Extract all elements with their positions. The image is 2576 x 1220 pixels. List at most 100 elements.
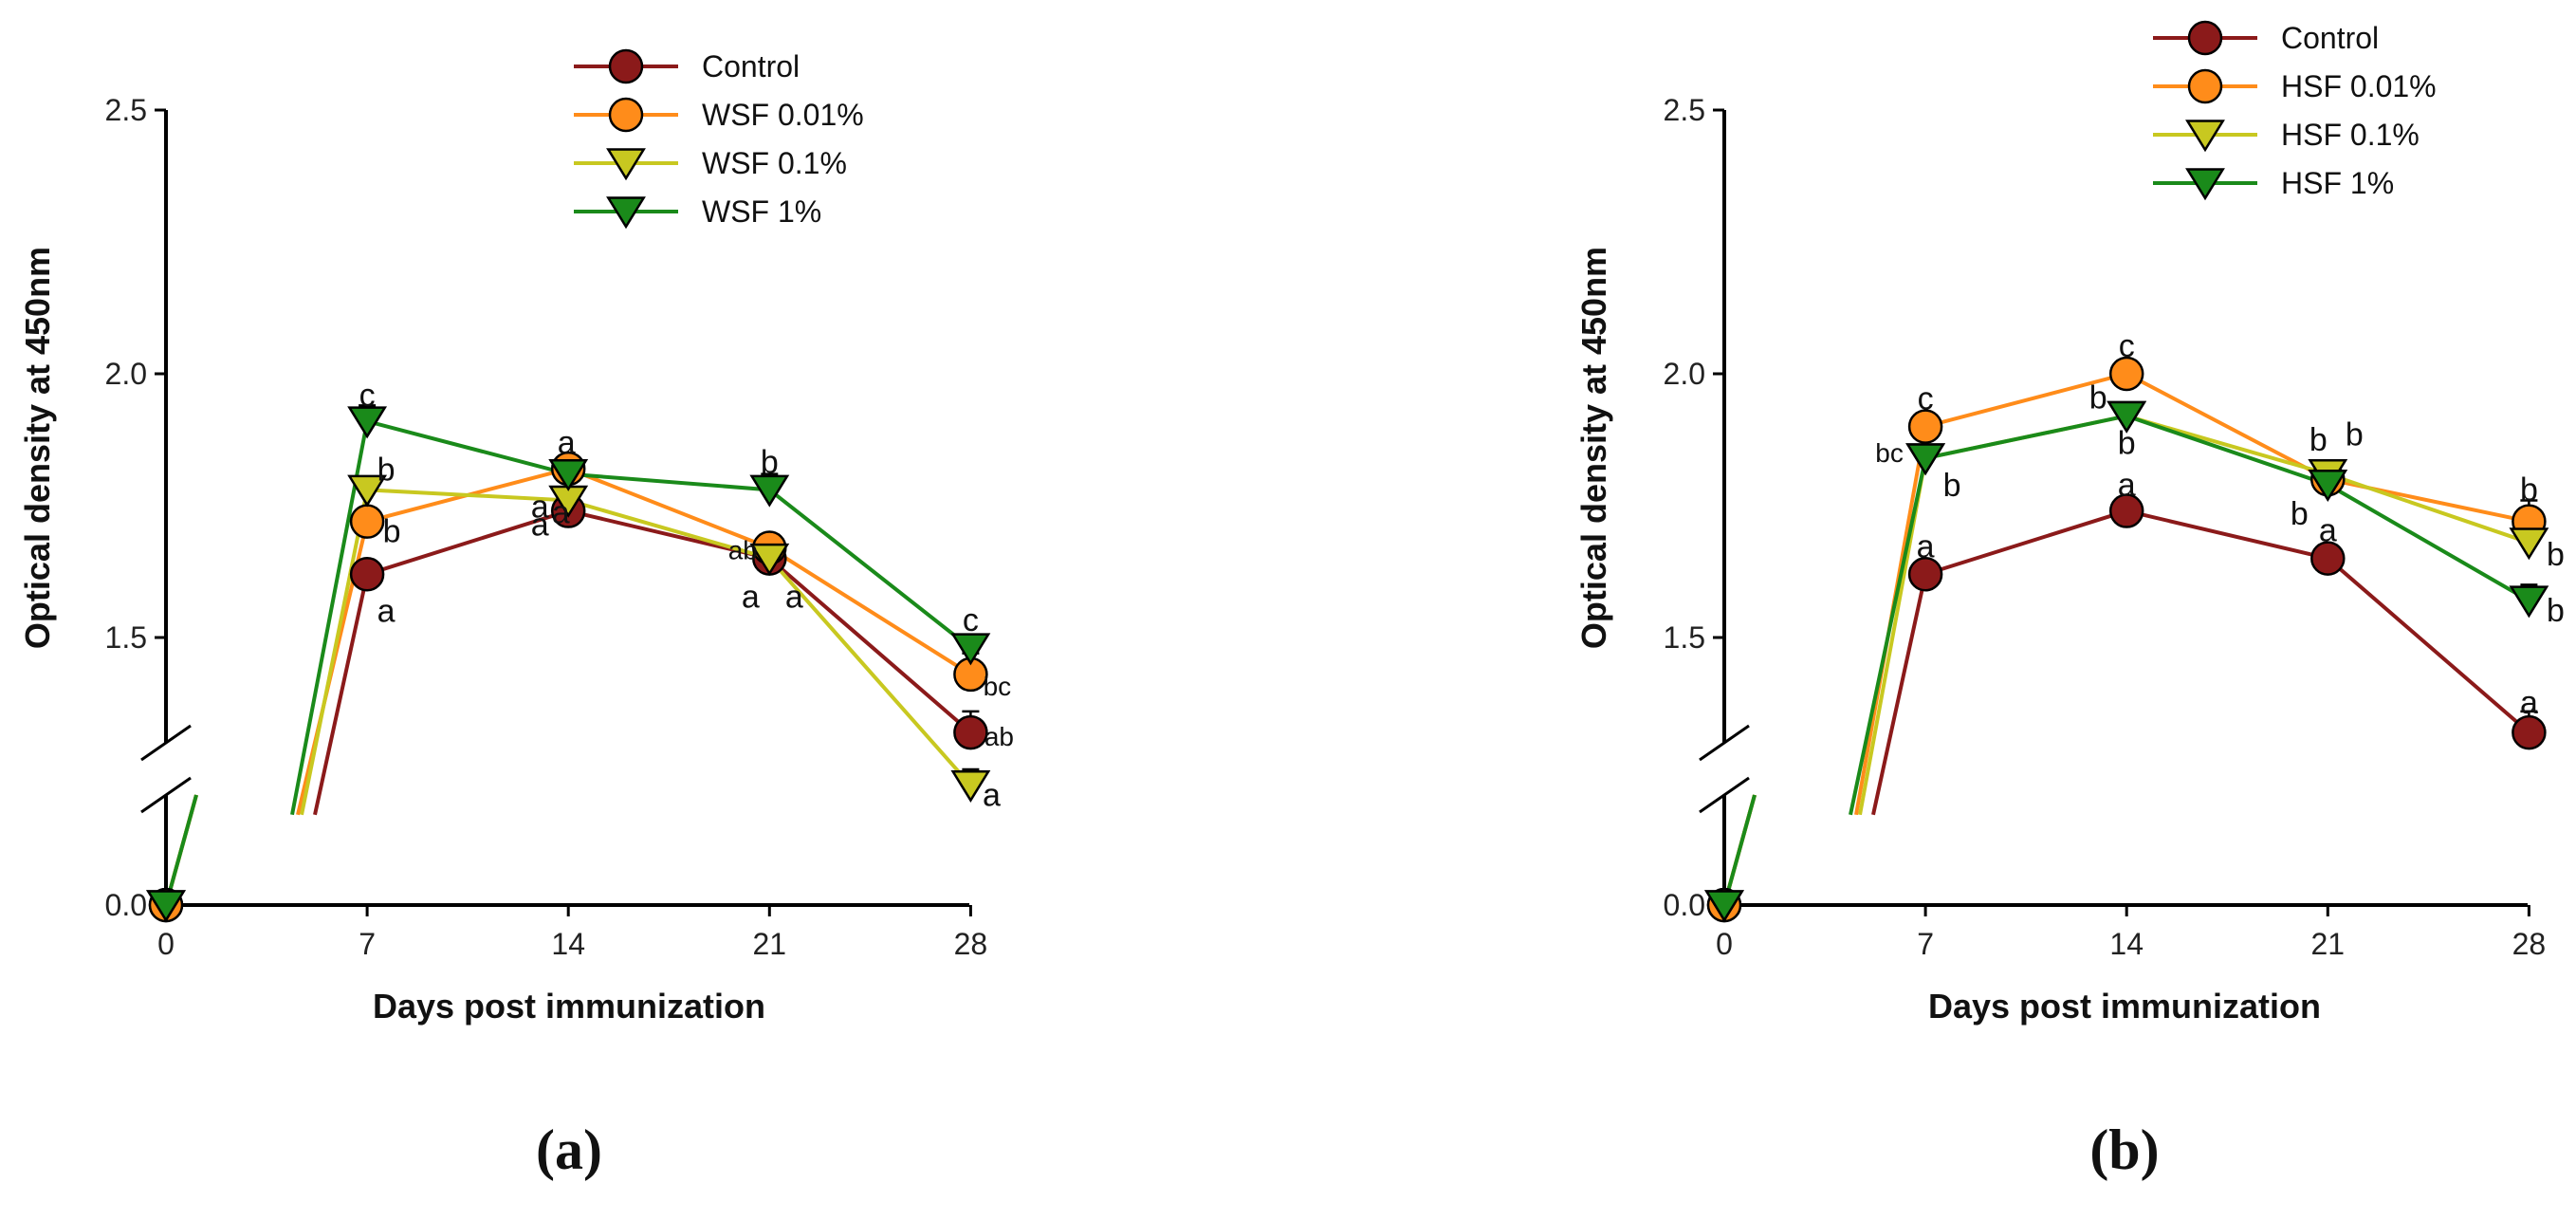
data-point bbox=[749, 543, 790, 576]
axis-break-mark bbox=[140, 776, 192, 814]
y-tick-label: 2.0 bbox=[105, 357, 147, 391]
data-point bbox=[1704, 890, 1744, 923]
y-axis-label: Optical density at 450nm bbox=[1574, 247, 1613, 649]
data-point bbox=[2108, 356, 2144, 392]
data-point bbox=[2509, 527, 2549, 561]
significance-label: bc bbox=[984, 672, 1012, 701]
data-point bbox=[1907, 409, 1943, 444]
y-tick-label: 1.5 bbox=[105, 620, 147, 655]
significance-label: a bbox=[552, 495, 570, 531]
x-tick-label: 0 bbox=[1716, 927, 1733, 961]
legend-marker bbox=[2185, 120, 2225, 153]
significance-label: a bbox=[558, 425, 576, 461]
axis-break-mark bbox=[140, 724, 192, 762]
significance-label: a bbox=[531, 490, 549, 526]
significance-label: c bbox=[2119, 328, 2135, 364]
y-tick-label: 2.5 bbox=[105, 93, 147, 127]
legend-label: WSF 1% bbox=[702, 194, 821, 229]
data-point bbox=[953, 714, 988, 750]
data-point bbox=[2310, 541, 2346, 576]
data-point bbox=[2308, 470, 2348, 503]
x-tick-label: 21 bbox=[2311, 927, 2346, 961]
significance-label: a bbox=[785, 580, 803, 616]
legend-label: WSF 0.1% bbox=[702, 146, 847, 180]
y-tick-label: 1.5 bbox=[1664, 620, 1705, 655]
significance-label: b bbox=[2547, 593, 2565, 629]
legend-marker bbox=[2187, 20, 2223, 56]
significance-label: c bbox=[359, 378, 376, 414]
y-axis-label: Optical density at 450nm bbox=[18, 247, 57, 649]
significance-label: b bbox=[2547, 537, 2565, 573]
x-tick-label: 14 bbox=[2109, 927, 2144, 961]
significance-label: b bbox=[383, 514, 401, 550]
series-line bbox=[313, 508, 972, 816]
x-axis-label: Days post immunization bbox=[1928, 987, 2321, 1026]
x-tick-label: 7 bbox=[359, 927, 376, 961]
legend-marker bbox=[606, 148, 646, 181]
significance-label: a bbox=[2319, 513, 2337, 549]
significance-label: c bbox=[1918, 381, 1934, 417]
chart-panel-a: 0.0 1.5 2.0 2.5 0 7 14 21 28 Days post immunizati… bbox=[18, 48, 1014, 1181]
legend-label: HSF 0.1% bbox=[2281, 118, 2420, 152]
data-point bbox=[1905, 443, 1946, 476]
chart-panel-b: 0.0 1.5 2.0 2.5 0 7 14 21 28 Days post immunizati… bbox=[1574, 20, 2565, 1181]
data-point bbox=[2512, 714, 2547, 750]
significance-label: b bbox=[761, 444, 779, 480]
x-tick-label: 7 bbox=[1917, 927, 1934, 961]
panel-label: (a) bbox=[536, 1118, 602, 1181]
x-axis-label: Days post immunization bbox=[373, 987, 765, 1026]
legend-marker bbox=[606, 196, 646, 230]
significance-label: a bbox=[1917, 528, 1935, 564]
significance-label: a bbox=[2118, 468, 2136, 504]
significance-label: ab bbox=[984, 722, 1014, 751]
data-point bbox=[347, 406, 388, 439]
significance-label: b bbox=[2291, 496, 2309, 532]
legend-label: WSF 0.01% bbox=[702, 98, 864, 132]
data-point bbox=[2107, 400, 2147, 434]
x-tick-label: 14 bbox=[551, 927, 585, 961]
significance-label: b bbox=[2520, 472, 2538, 508]
data-point bbox=[950, 769, 991, 803]
data-point bbox=[347, 474, 388, 508]
x-tick-label: 28 bbox=[954, 927, 988, 961]
legend-label: HSF 1% bbox=[2281, 166, 2394, 200]
axis-break-mark bbox=[1699, 724, 1750, 762]
y-tick-label: 0.0 bbox=[105, 888, 147, 922]
x-tick-label: 28 bbox=[2512, 927, 2547, 961]
data-point bbox=[2108, 493, 2144, 528]
significance-label: b bbox=[2346, 417, 2364, 453]
y-tick-label: 0.0 bbox=[1664, 888, 1705, 922]
series-line-segment bbox=[164, 794, 198, 906]
data-point bbox=[349, 504, 385, 539]
series-line-segment bbox=[1722, 794, 1757, 906]
legend-label: Control bbox=[702, 49, 800, 83]
legend-marker bbox=[2187, 68, 2223, 104]
legend-label: Control bbox=[2281, 21, 2379, 55]
data-point bbox=[548, 458, 589, 491]
legend-marker bbox=[608, 97, 644, 133]
data-point bbox=[749, 474, 790, 508]
significance-label: a bbox=[377, 593, 396, 629]
significance-label: a bbox=[2520, 685, 2538, 721]
data-point bbox=[1907, 557, 1943, 592]
series-line bbox=[1871, 508, 2530, 816]
significance-label: ab bbox=[728, 535, 758, 564]
x-tick-label: 0 bbox=[157, 927, 175, 961]
significance-label: b bbox=[377, 452, 396, 488]
legend-marker bbox=[608, 48, 644, 84]
axis-break-mark bbox=[1699, 776, 1750, 814]
significance-label: b bbox=[2118, 425, 2136, 461]
significance-label: a bbox=[531, 507, 549, 543]
significance-label: b bbox=[1943, 468, 1961, 504]
significance-label: a bbox=[983, 778, 1001, 814]
significance-label: c bbox=[963, 602, 979, 638]
data-point bbox=[146, 890, 186, 923]
x-tick-label: 21 bbox=[753, 927, 787, 961]
legend-label: HSF 0.01% bbox=[2281, 69, 2437, 103]
panel-label: (b) bbox=[2089, 1118, 2159, 1181]
data-point bbox=[950, 633, 991, 666]
significance-label: bc bbox=[1875, 438, 1904, 468]
significance-label: b bbox=[2089, 379, 2107, 416]
y-tick-label: 2.0 bbox=[1664, 357, 1705, 391]
